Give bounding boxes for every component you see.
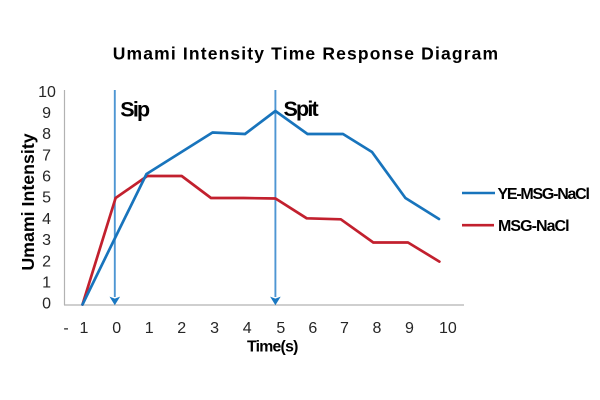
- svg-text:7: 7: [340, 320, 349, 337]
- svg-text:1: 1: [42, 275, 51, 292]
- svg-text:1: 1: [80, 320, 89, 337]
- svg-text:Sip: Sip: [120, 97, 150, 121]
- svg-text:7: 7: [42, 147, 51, 164]
- svg-text:Umami Intensity: Umami Intensity: [18, 133, 38, 270]
- svg-text:3: 3: [210, 320, 219, 337]
- svg-text:0: 0: [42, 296, 51, 313]
- svg-text:2: 2: [42, 253, 51, 270]
- svg-text:10: 10: [439, 320, 457, 337]
- svg-text:4: 4: [243, 320, 252, 337]
- svg-text:YE-MSG-NaCl: YE-MSG-NaCl: [498, 186, 590, 203]
- svg-text:1: 1: [145, 320, 154, 337]
- svg-text:2: 2: [177, 320, 186, 337]
- svg-text:-: -: [63, 320, 68, 337]
- svg-text:Spit: Spit: [284, 97, 319, 121]
- svg-text:9: 9: [405, 320, 414, 337]
- svg-text:0: 0: [112, 320, 121, 337]
- svg-text:MSG-NaCl: MSG-NaCl: [498, 218, 569, 235]
- svg-text:3: 3: [42, 232, 51, 249]
- svg-text:Umami Intensity Time Response: Umami Intensity Time Response Diagram: [113, 44, 500, 64]
- svg-text:4: 4: [42, 211, 51, 228]
- svg-text:8: 8: [42, 126, 51, 143]
- svg-text:6: 6: [42, 169, 51, 186]
- svg-text:5: 5: [42, 190, 51, 207]
- svg-text:Time(s): Time(s): [247, 339, 298, 356]
- svg-text:5: 5: [276, 320, 285, 337]
- svg-text:9: 9: [42, 105, 51, 122]
- svg-text:8: 8: [372, 320, 381, 337]
- svg-text:6: 6: [308, 320, 317, 337]
- svg-text:10: 10: [38, 84, 56, 101]
